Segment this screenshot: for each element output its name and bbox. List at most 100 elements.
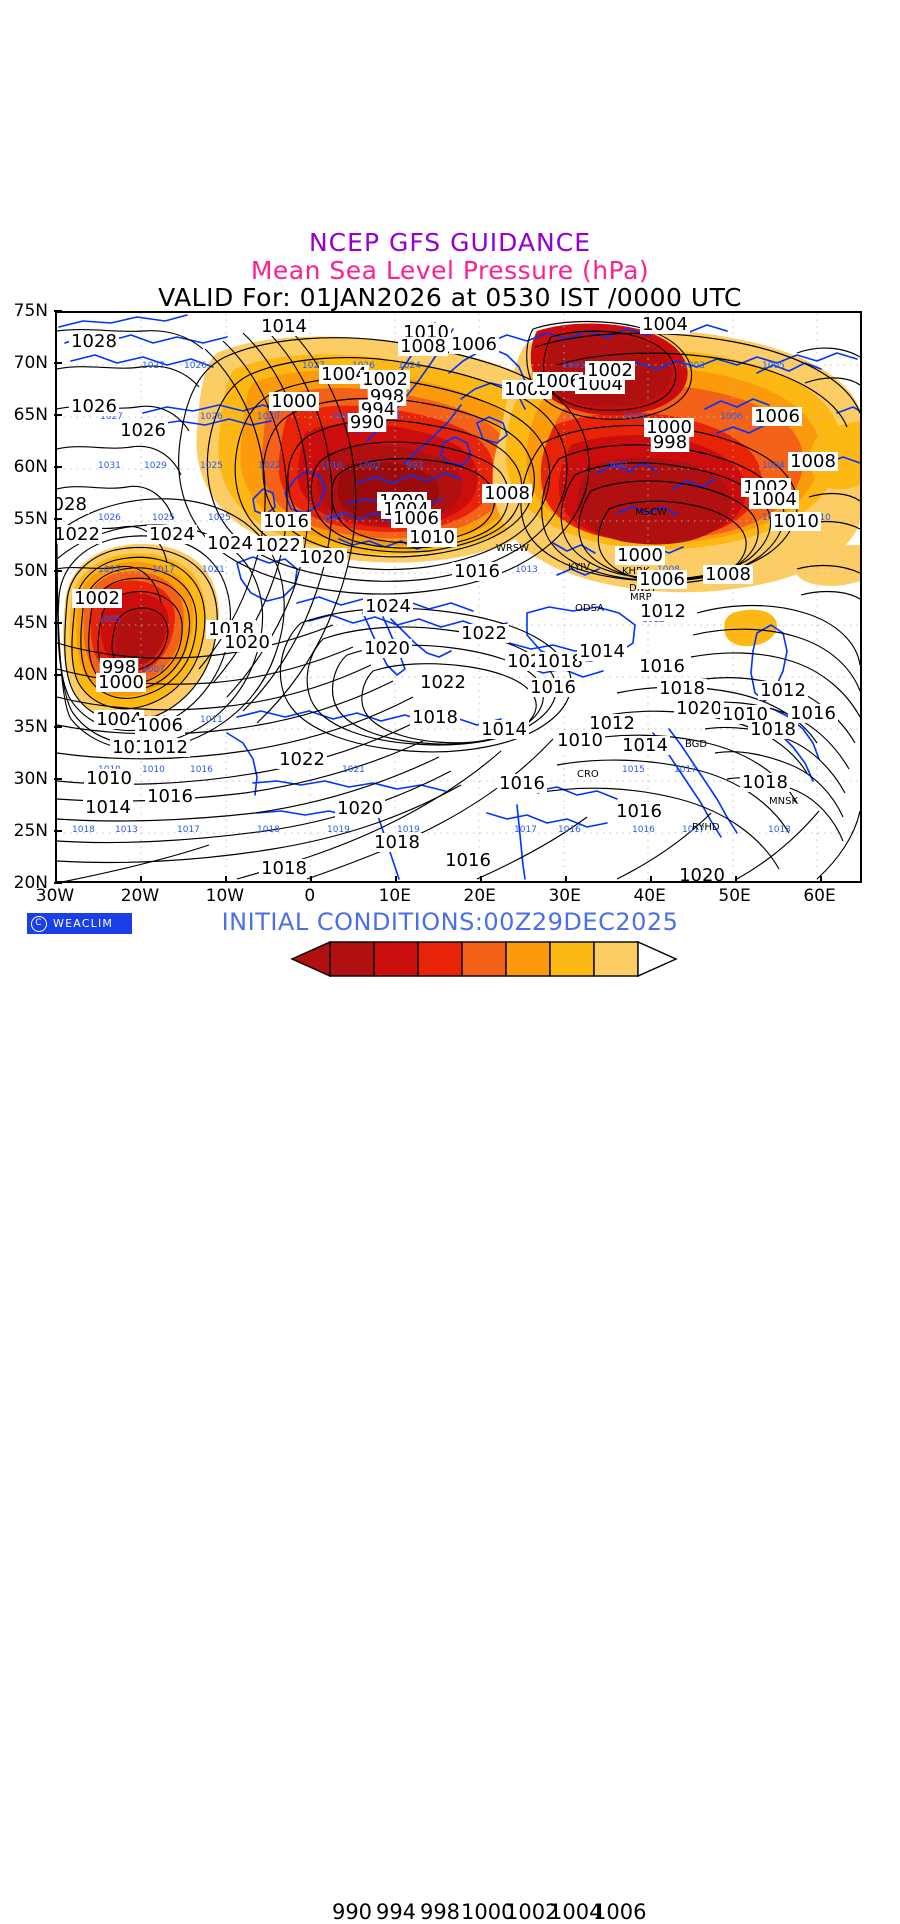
inline-pressure-value: 1015 [98,565,121,575]
map-plot-area[interactable]: 1027102610271026102410011003100510271026… [55,311,862,883]
svg-text:1018: 1018 [742,772,788,793]
inline-pressure-value: 1003 [622,412,645,422]
colorbar-segment[interactable] [417,941,463,977]
contour-label: 1006 [391,508,441,529]
inline-pressure-value: 1004 [762,461,785,471]
svg-text:1022: 1022 [255,535,301,556]
inline-pressure-value: 1026 [200,412,223,422]
colorbar-segment[interactable] [549,941,595,977]
svg-text:1016: 1016 [790,703,836,724]
inline-pressure-value: 1017 [177,825,200,835]
inline-pressure-value: 1019 [327,825,350,835]
x-axis-tick [819,876,822,883]
y-axis-tick-label: 25N [13,821,48,841]
svg-text:1006: 1006 [535,371,581,392]
x-axis-tick [649,876,652,883]
contour-label: 1006 [449,334,499,355]
svg-text:1012: 1012 [142,737,188,758]
contour-label: 1020 [677,865,727,881]
colorbar-tick-label: 998 [419,1900,461,1924]
weaclim-logo: C WEACLIM [27,913,132,934]
station-label: MNSK [769,796,798,807]
svg-text:1010: 1010 [86,768,132,789]
inline-pressure-value: 1025 [208,513,231,523]
svg-text:1018: 1018 [750,719,796,740]
svg-text:1010: 1010 [722,704,768,725]
contour-label: 1022 [277,749,327,770]
station-label: CRO [577,769,599,780]
x-axis-tick-label: 30W [35,886,75,906]
svg-text:1020: 1020 [299,547,345,568]
x-axis-tick [224,876,227,883]
svg-text:1020: 1020 [337,798,383,819]
contour-label: 1018 [259,858,309,879]
y-axis-tick-label: 70N [13,353,48,373]
inline-pressure-value: 1016 [558,825,581,835]
subtitle-variable: Mean Sea Level Pressure (hPa) [250,256,650,285]
inline-pressure-value: 1016 [320,461,343,471]
contour-label: 1008 [482,483,532,504]
y-axis-tick-label: 20N [13,873,48,893]
contour-label: 1016 [637,656,687,677]
contour-label: 1022 [253,535,303,556]
inline-pressure-value: 1013 [115,825,138,835]
inline-pressure-value: 1001 [562,361,585,371]
svg-text:1014: 1014 [85,797,131,818]
x-axis-tick-label: 0 [304,886,316,906]
inline-pressure-value: 1011 [200,715,223,725]
inline-pressure-value: 1005 [762,361,785,371]
contour-label: 1000 [269,391,319,412]
y-axis-tick-label: 55N [13,509,48,529]
colorbar-segment[interactable] [461,941,507,977]
svg-text:1026: 1026 [120,420,166,441]
x-axis-tick-label: 40E [633,886,666,906]
svg-text:1016: 1016 [499,773,545,794]
contour-label: 1026 [118,420,168,441]
contour-label: 1014 [83,797,133,818]
x-axis-tick [479,876,482,883]
inline-pressure-value: 1025 [200,461,223,471]
contour-label: 1006 [637,569,687,590]
inline-pressure-value: 1031 [98,461,121,471]
contour-label: 1014 [259,316,309,337]
svg-text:998: 998 [653,432,687,453]
colorbar-segment[interactable] [329,941,375,977]
colorbar-tick-label: 1000 [461,1900,515,1924]
svg-text:1022: 1022 [57,524,100,545]
svg-text:1020: 1020 [676,698,722,719]
contour-label: 1022 [459,623,509,644]
station-label: BGD [685,739,707,750]
y-axis-tick-label: 50N [13,561,48,581]
inline-pressure-value: 1022 [258,461,281,471]
inline-pressure-value: 1027 [142,361,165,371]
contour-label: 1004 [640,314,690,335]
y-axis-tick [54,830,62,832]
contour-label: 1002 [360,369,410,390]
colorbar-segment[interactable] [593,941,639,977]
colorbar-segment[interactable] [505,941,551,977]
contour-label: 1002 [72,588,122,609]
y-axis-tick [54,674,62,676]
svg-text:1028: 1028 [57,494,87,515]
contour-labels-layer: 1028 1014 1010 1008 1006 1004 1026 1026 1004 1002… [57,314,838,881]
svg-text:1008: 1008 [484,483,530,504]
contour-label: 1010 [720,704,770,725]
x-axis-tick [564,876,567,883]
inline-pressure-value: 1018 [257,825,280,835]
x-axis-tick [394,876,397,883]
svg-text:1000: 1000 [646,417,692,438]
svg-text:1024: 1024 [207,533,253,554]
inline-pressure-value: 1010 [142,765,165,775]
contour-label: 1000 [96,672,146,693]
y-axis-tick [54,466,62,468]
y-axis-tick [54,570,62,572]
contour-label: 1006 [752,406,802,427]
y-axis-tick-label: 65N [13,405,48,425]
contour-label: 1022 [57,524,102,545]
svg-text:1016: 1016 [639,656,685,677]
colorbar[interactable]: 990 994 998 1000 1002 1004 1006 [0,938,900,1924]
svg-text:1004: 1004 [96,709,142,730]
contour-label: 1014 [620,735,670,756]
colorbar-segment[interactable] [373,941,419,977]
inline-pressure-value: 1003 [682,361,705,371]
